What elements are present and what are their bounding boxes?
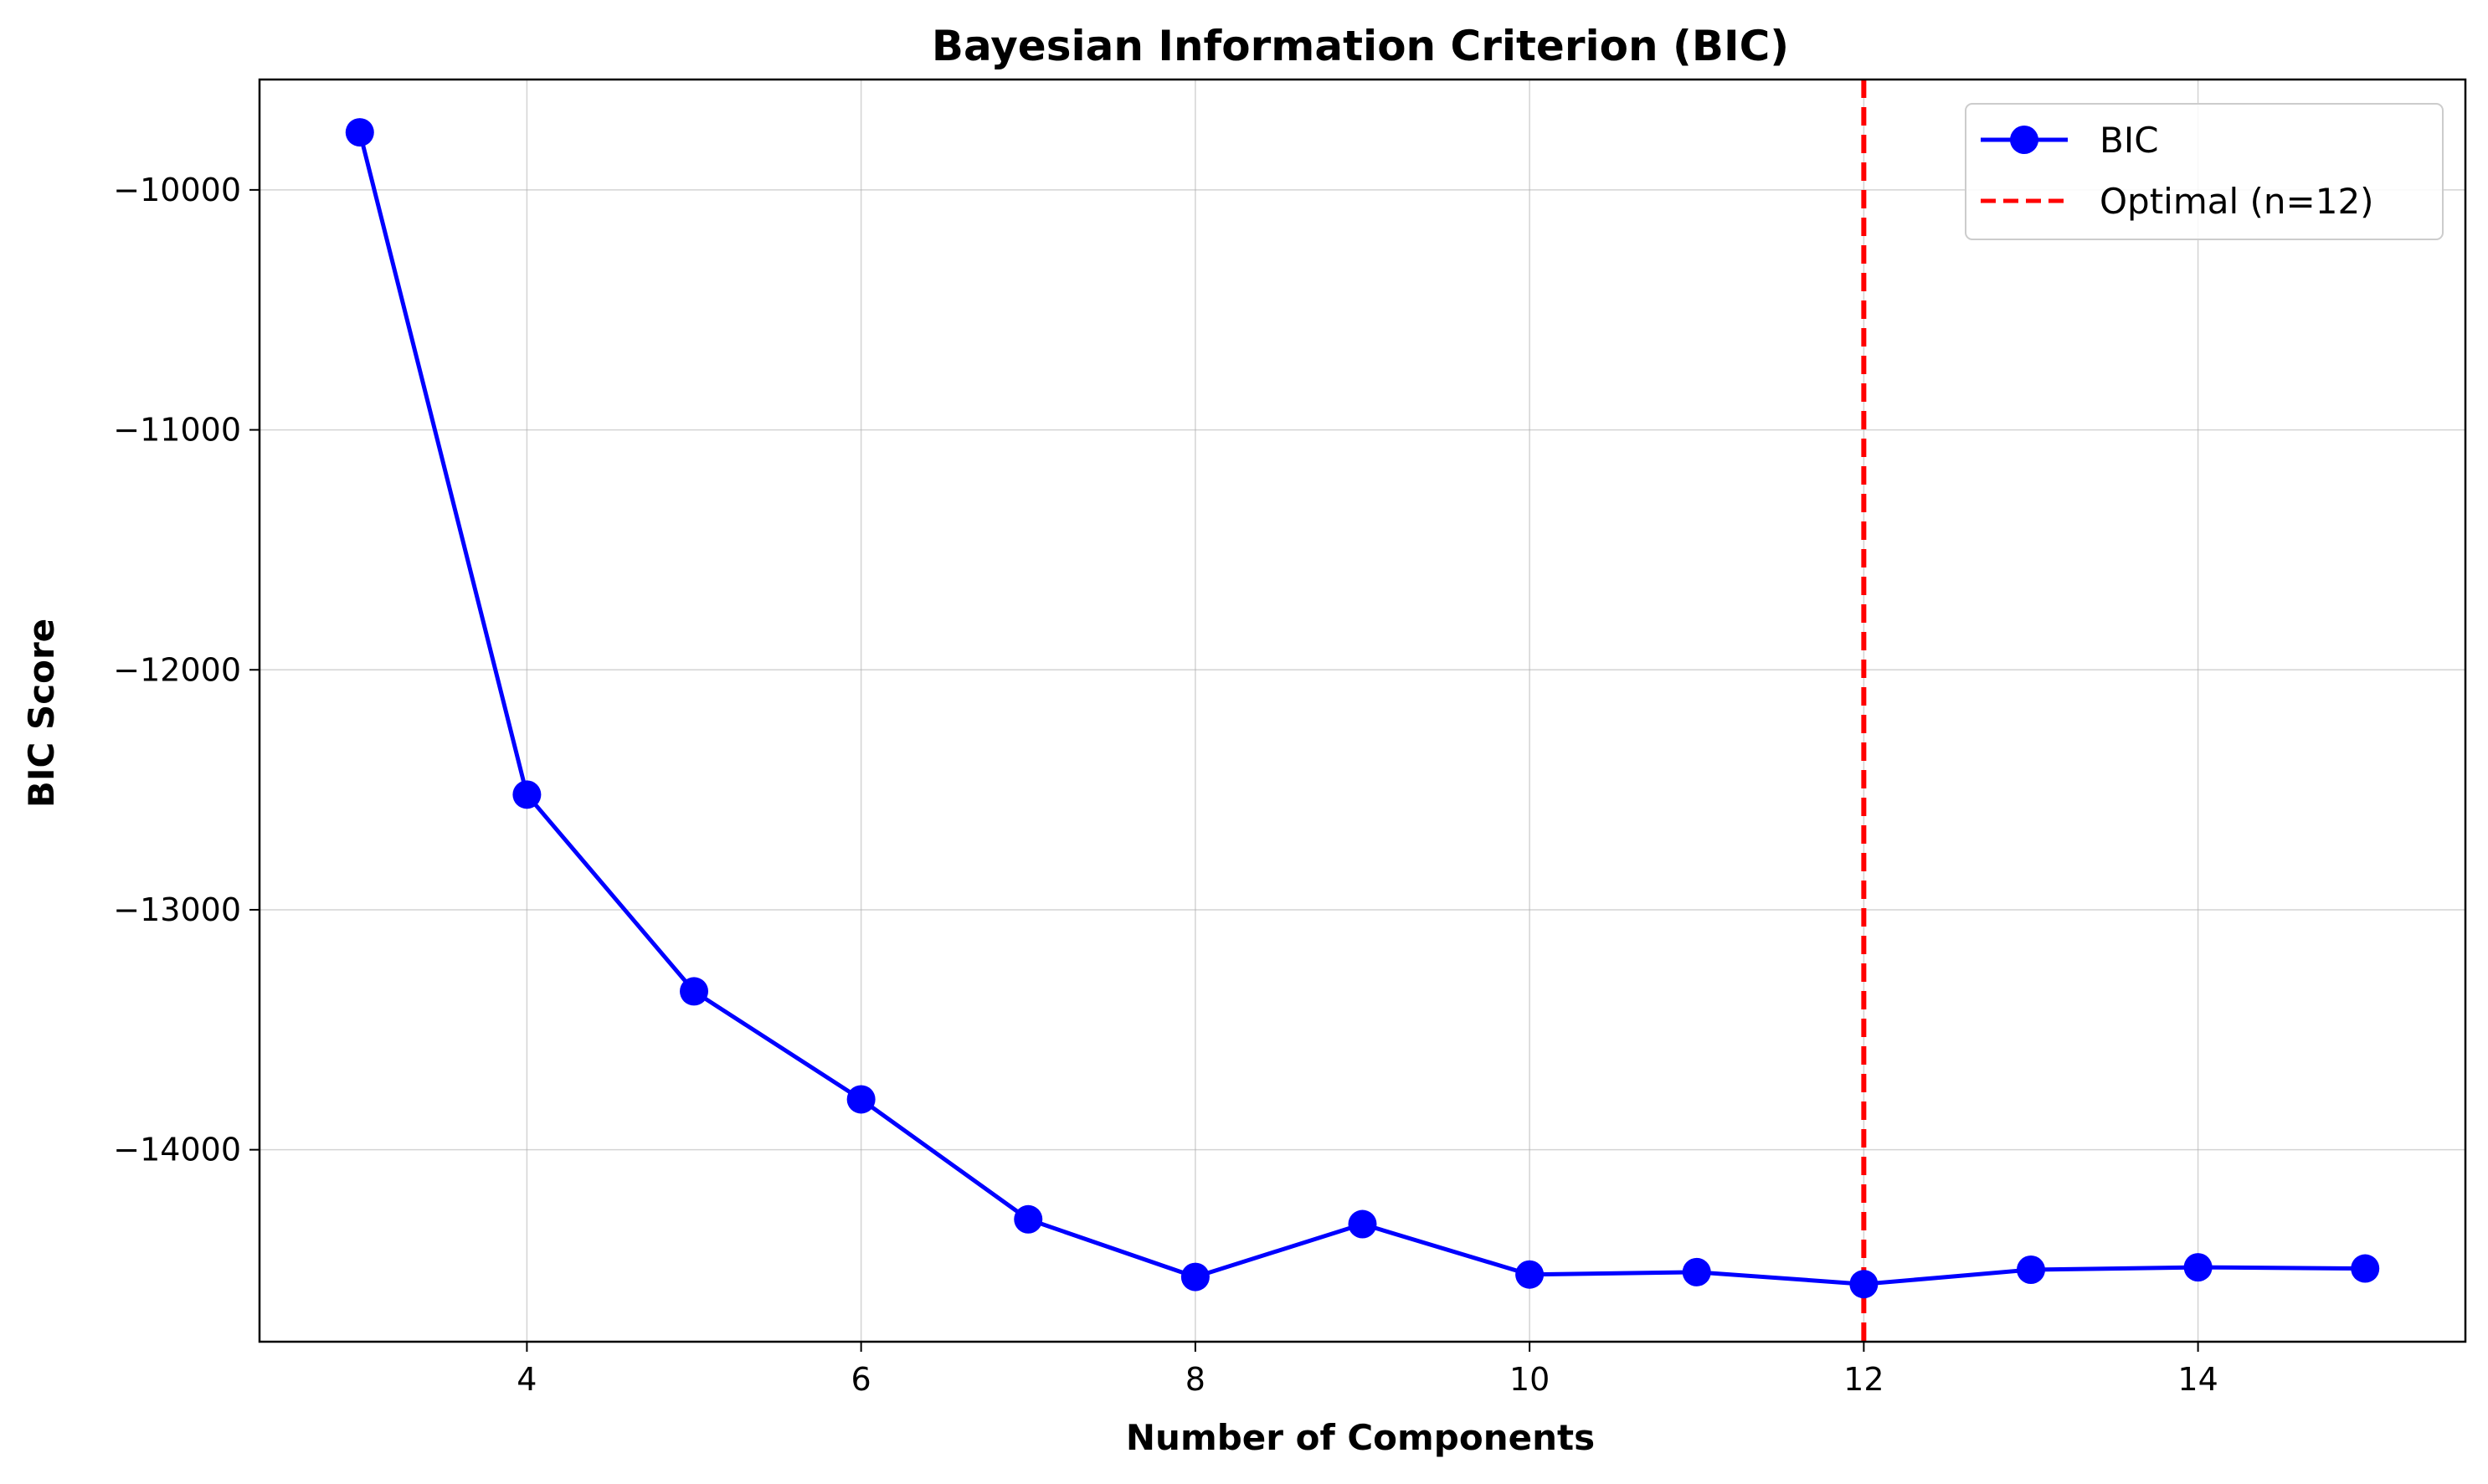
x-tick-label: 8 bbox=[1185, 1361, 1205, 1398]
bic-data-point bbox=[1849, 1270, 1879, 1299]
y-tick-label: −13000 bbox=[113, 891, 241, 928]
y-tick-label: −12000 bbox=[113, 651, 241, 688]
y-tick-label: −11000 bbox=[113, 412, 241, 449]
x-tick-label: 6 bbox=[851, 1361, 871, 1398]
bic-data-point bbox=[2016, 1255, 2045, 1284]
plot-area-frame bbox=[258, 78, 2467, 1343]
bic-data-point bbox=[2183, 1253, 2213, 1282]
x-tick-label: 14 bbox=[2177, 1361, 2218, 1398]
bic-data-point bbox=[846, 1085, 876, 1114]
bic-data-point bbox=[2351, 1254, 2380, 1283]
bic-data-point bbox=[1515, 1260, 1545, 1289]
ticks: 4 6 8 10 12 14 −10000 −11000 −12000 −13000 −14000 bbox=[113, 172, 2218, 1398]
chart-title: Bayesian Information Criterion (BIC) bbox=[932, 22, 1789, 70]
bic-data-point bbox=[1180, 1262, 1210, 1291]
x-tick-label: 4 bbox=[517, 1361, 537, 1398]
y-tick-label: −14000 bbox=[113, 1132, 241, 1168]
x-tick-label: 10 bbox=[1509, 1361, 1550, 1398]
bic-data-point bbox=[1014, 1204, 1043, 1234]
x-tick-label: 12 bbox=[1843, 1361, 1884, 1398]
y-axis-label: BIC Score bbox=[21, 619, 62, 808]
bic-data-point bbox=[345, 118, 374, 147]
legend-optimal-label: Optimal (n=12) bbox=[2100, 181, 2374, 222]
bic-data-point bbox=[1348, 1209, 1377, 1239]
legend-box bbox=[1965, 103, 2444, 240]
x-axis-label: Number of Components bbox=[1126, 1417, 1595, 1458]
bic-data-point bbox=[1682, 1257, 1711, 1286]
legend-bic-marker bbox=[2010, 126, 2038, 154]
y-tick-label: −10000 bbox=[113, 172, 241, 208]
bic-data-point bbox=[512, 780, 542, 809]
legend: BIC Optimal (n=12) bbox=[1965, 103, 2444, 240]
legend-bic-label: BIC bbox=[2100, 120, 2159, 161]
bic-data-point bbox=[680, 977, 709, 1006]
series-layer bbox=[345, 118, 2380, 1299]
